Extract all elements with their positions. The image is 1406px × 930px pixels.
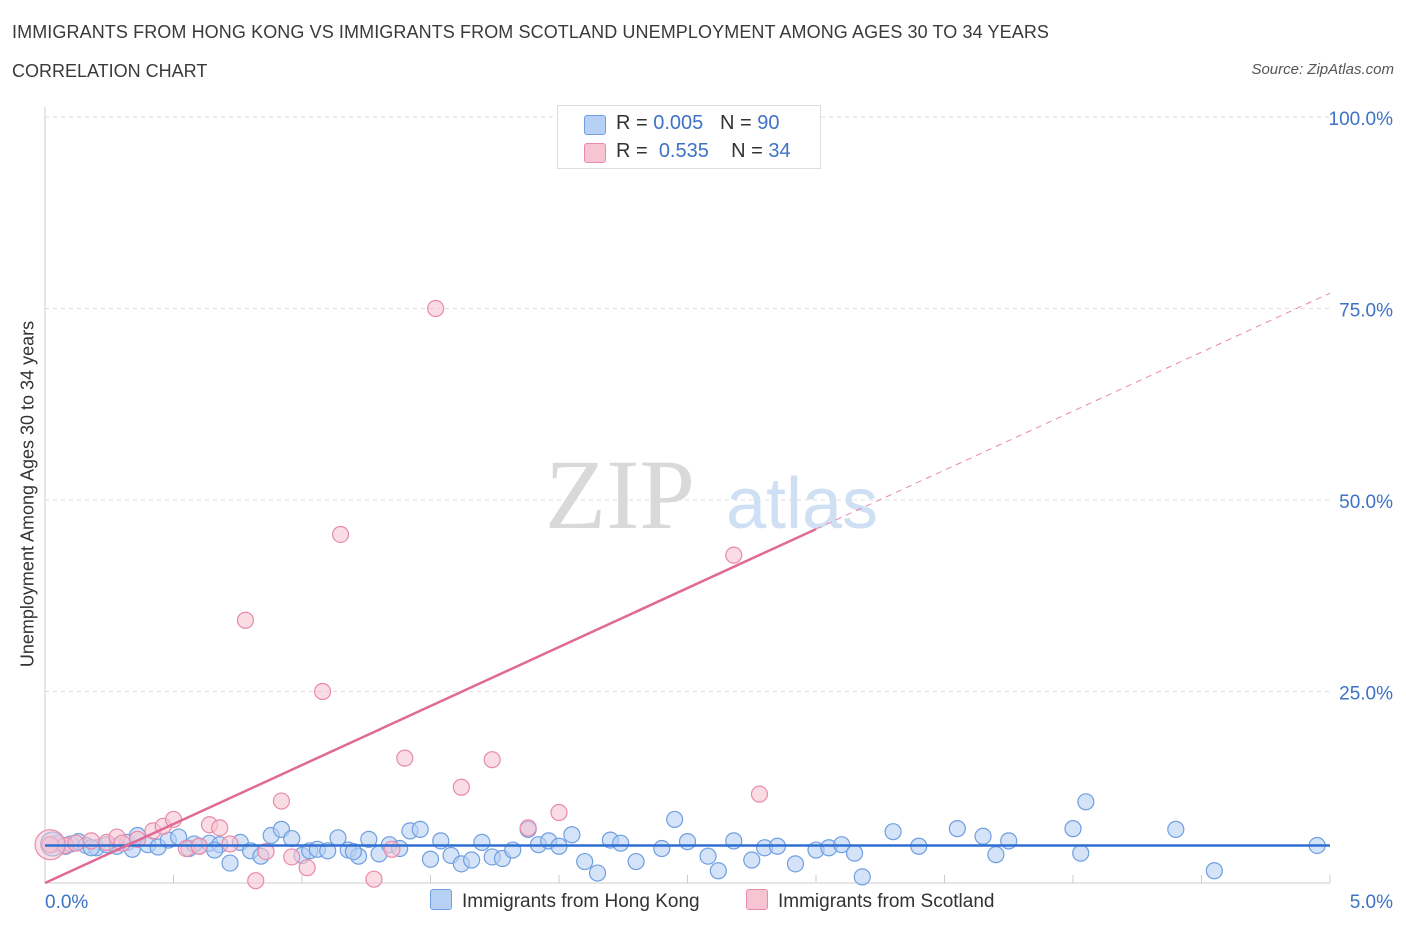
data-point-hong-kong <box>1072 844 1090 862</box>
data-point-scotland <box>483 751 501 769</box>
data-point-hong-kong <box>627 852 645 871</box>
watermark-zip: ZIP <box>545 439 695 550</box>
data-point-hong-kong <box>1064 820 1082 838</box>
legend-swatch-hong-kong <box>584 115 606 135</box>
series-scotland <box>34 299 769 890</box>
data-point-hong-kong <box>319 842 337 860</box>
y-tick-label: 75.0% <box>1339 301 1393 322</box>
x-tick-label: 5.0% <box>1350 892 1393 913</box>
data-point-scotland <box>331 525 350 544</box>
trend-line-scotland-extension <box>815 292 1331 530</box>
x-tick-label: 0.0% <box>45 892 88 913</box>
data-point-scotland <box>396 749 414 767</box>
chart-subtitle: CORRELATION CHART <box>12 61 208 81</box>
data-point-hong-kong <box>743 851 761 869</box>
data-point-hong-kong <box>563 826 581 844</box>
data-point-hong-kong <box>421 850 440 868</box>
stats-legend: R = 0.005 N = 90 R = 0.535 N = 34 <box>557 105 821 169</box>
bottom-legend-swatch-hong-kong <box>430 889 452 910</box>
data-point-scotland <box>365 870 383 888</box>
data-point-scotland <box>272 792 291 810</box>
data-point-hong-kong <box>666 810 684 829</box>
data-point-scotland <box>452 778 470 796</box>
data-point-scotland <box>725 546 743 564</box>
data-point-hong-kong <box>987 846 1005 864</box>
data-point-hong-kong <box>344 842 362 861</box>
data-point-hong-kong <box>653 839 671 858</box>
data-point-hong-kong <box>974 827 992 845</box>
data-point-hong-kong <box>360 830 378 848</box>
bottom-legend-label: Immigrants from Hong Kong <box>462 891 700 912</box>
data-point-hong-kong <box>678 833 697 851</box>
data-point-hong-kong <box>709 862 727 880</box>
data-point-hong-kong <box>576 852 594 871</box>
legend-r-value: 0.535 <box>658 140 709 162</box>
tick-labels: 25.0% 50.0% 75.0% 100.0% 0.0% 5.0% <box>45 109 1393 913</box>
data-point-scotland <box>247 872 265 890</box>
bottom-legend-label: Immigrants from Scotland <box>778 891 995 912</box>
data-point-scotland <box>257 842 275 861</box>
data-point-hong-kong <box>1205 862 1223 880</box>
bottom-legend-swatch-scotland <box>746 889 768 910</box>
y-axis-label: Unemployment Among Ages 30 to 34 years <box>17 320 38 668</box>
data-point-hong-kong <box>948 820 966 838</box>
legend-r-label: R = <box>616 112 648 134</box>
legend-n-value: 34 <box>768 140 791 162</box>
data-point-hong-kong <box>463 851 481 869</box>
legend-r-value: 0.005 <box>653 112 704 134</box>
data-point-scotland <box>383 840 401 858</box>
data-point-scotland <box>750 785 769 803</box>
data-point-hong-kong <box>884 823 902 841</box>
data-point-scotland <box>283 848 301 866</box>
data-point-hong-kong <box>612 834 630 852</box>
legend-n-label: N = <box>719 112 752 134</box>
data-point-hong-kong <box>411 820 429 838</box>
data-point-scotland <box>313 682 332 701</box>
legend-n-value: 90 <box>757 112 780 134</box>
y-tick-label: 25.0% <box>1339 684 1393 705</box>
data-point-hong-kong <box>221 854 239 872</box>
y-tick-label: 100.0% <box>1329 109 1394 130</box>
legend-r-label: R = <box>616 140 648 162</box>
data-point-hong-kong <box>845 844 864 862</box>
data-point-scotland <box>236 611 255 629</box>
data-point-hong-kong <box>473 833 491 852</box>
watermark-atlas: atlas <box>726 464 878 544</box>
bottom-legend-hong-kong[interactable]: Immigrants from Hong Kong <box>430 889 700 913</box>
chart-title: IMMIGRANTS FROM HONG KONG VS IMMIGRANTS … <box>12 22 1050 42</box>
trend-lines <box>44 292 1331 885</box>
y-tick-label: 50.0% <box>1339 492 1393 513</box>
data-point-hong-kong <box>283 829 301 848</box>
bottom-legend-scotland[interactable]: Immigrants from Scotland <box>746 889 994 913</box>
data-point-scotland <box>221 835 239 853</box>
source-label[interactable]: Source: ZipAtlas.com <box>1251 61 1394 78</box>
trend-line-scotland <box>44 527 817 885</box>
data-point-hong-kong <box>699 847 717 865</box>
data-point-scotland <box>550 803 568 822</box>
legend-n-label: N = <box>731 140 763 162</box>
data-point-scotland <box>67 834 85 852</box>
data-point-hong-kong <box>786 855 805 873</box>
data-point-scotland <box>211 819 229 837</box>
data-point-hong-kong <box>588 864 607 882</box>
data-point-hong-kong <box>853 868 871 886</box>
grid-lines <box>45 116 1330 692</box>
data-point-scotland <box>519 819 537 837</box>
data-point-hong-kong <box>1167 820 1185 838</box>
legend-swatch-scotland <box>584 143 606 163</box>
data-point-hong-kong <box>1077 793 1095 811</box>
data-point-scotland <box>298 859 316 877</box>
data-point-scotland <box>427 299 445 318</box>
